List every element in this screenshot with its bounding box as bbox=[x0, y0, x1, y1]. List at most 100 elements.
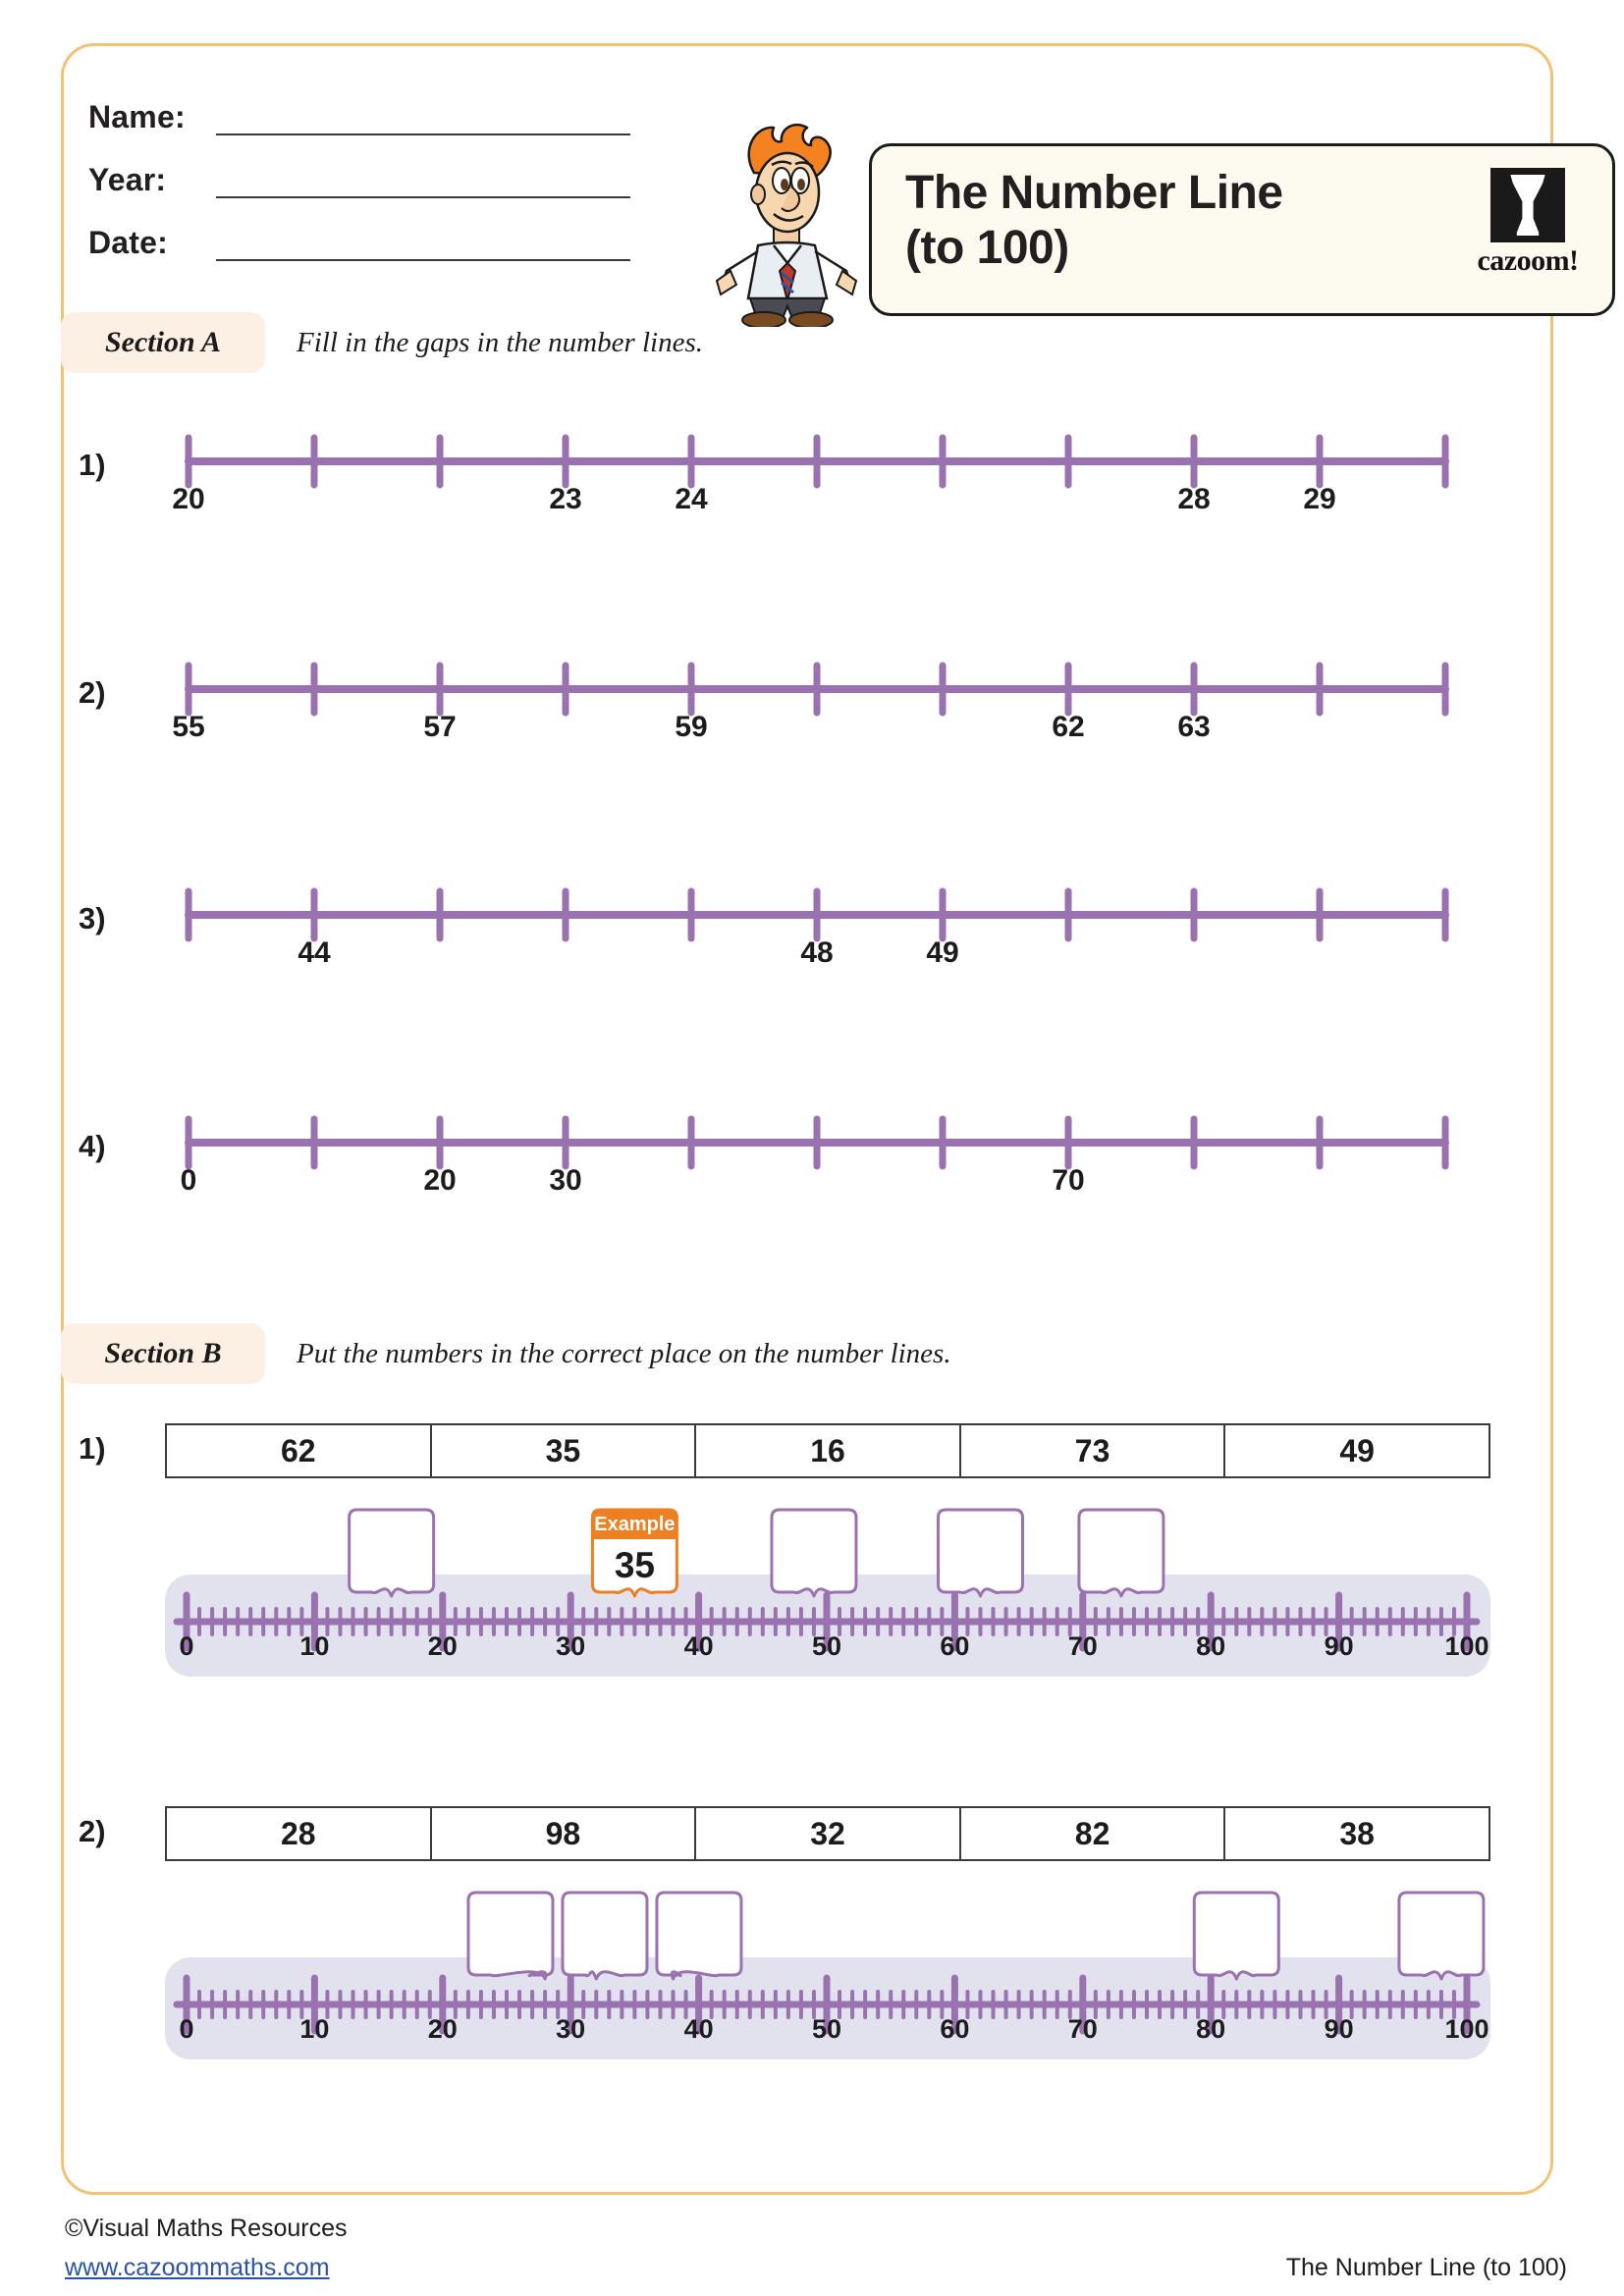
logo-square bbox=[1490, 168, 1565, 242]
section-a-instruction: Fill in the gaps in the number lines. bbox=[297, 327, 704, 358]
ruler-tick-labels: 0 10 20 30 40 50 60 70 80 90 100 bbox=[165, 1631, 1490, 1671]
answer-callout-box[interactable] bbox=[772, 1510, 856, 1592]
question-number: 2) bbox=[79, 1814, 106, 1848]
number-line-tick-label: 55 bbox=[172, 711, 205, 743]
page-title: The Number Line (to 100) bbox=[905, 167, 1283, 274]
example-value: 35 bbox=[614, 1545, 655, 1585]
number-line-graphic bbox=[169, 420, 1475, 528]
name-label: Name: bbox=[88, 99, 186, 134]
question-number: 1) bbox=[79, 448, 106, 482]
number-line-graphic bbox=[169, 874, 1475, 982]
number-bank-cell[interactable]: 82 bbox=[961, 1808, 1226, 1859]
ruler-tick-label: 10 bbox=[299, 2014, 330, 2044]
number-bank-cell[interactable]: 32 bbox=[696, 1808, 961, 1859]
ruler-tick-label: 30 bbox=[556, 2014, 586, 2044]
ruler-tick-label: 0 bbox=[179, 2014, 194, 2044]
number-line-labels: 0 20 30 70 bbox=[169, 1164, 1475, 1209]
answer-callout-box[interactable] bbox=[1194, 1893, 1278, 1975]
footer-copyright: ©Visual Maths Resources bbox=[65, 2215, 348, 2242]
answer-callout-box[interactable] bbox=[1399, 1893, 1484, 1975]
ruler-tick-label: 60 bbox=[940, 1631, 970, 1661]
ruler-tick-label: 70 bbox=[1067, 2014, 1098, 2044]
number-bank-cell[interactable]: 38 bbox=[1339, 1816, 1375, 1851]
answer-callout-box[interactable] bbox=[563, 1893, 647, 1975]
ruler-tick-label: 70 bbox=[1067, 1631, 1098, 1661]
number-bank-cell[interactable]: 62 bbox=[167, 1425, 432, 1476]
example-badge-label: Example bbox=[594, 1514, 676, 1535]
date-input-line[interactable] bbox=[216, 230, 630, 261]
number-line-question: 4) 0 20 30 70 bbox=[61, 1101, 1514, 1219]
page-border bbox=[61, 43, 1553, 2195]
year-field-row: Year: bbox=[88, 155, 638, 198]
ruler-tick-label: 40 bbox=[683, 1631, 714, 1661]
number-line-tick-label: 57 bbox=[423, 711, 457, 743]
section-a-pill: Section A bbox=[61, 312, 265, 373]
section-a-label: Section A bbox=[104, 326, 222, 358]
ruler-tick-label: 10 bbox=[299, 1631, 330, 1661]
number-line-labels: 55 57 59 62 63 bbox=[169, 711, 1475, 756]
ruler-tick-label: 80 bbox=[1196, 1631, 1226, 1661]
name-field-row: Name: bbox=[88, 92, 638, 135]
section-b-instruction: Put the numbers in the correct place on … bbox=[297, 1338, 951, 1369]
number-bank: 62 35 16 73 49 bbox=[165, 1423, 1490, 1478]
ruler-tick-label: 60 bbox=[940, 2014, 970, 2044]
question-number: 4) bbox=[79, 1129, 106, 1163]
section-b-pill: Section B bbox=[61, 1323, 265, 1384]
number-line-tick-label: 62 bbox=[1052, 711, 1085, 743]
ruler-tick-labels: 0 10 20 30 40 50 60 70 80 90 100 bbox=[165, 2014, 1490, 2054]
answer-callout-box[interactable] bbox=[657, 1893, 741, 1975]
date-field-row: Date: bbox=[88, 218, 638, 261]
ruler-tick-label: 80 bbox=[1196, 2014, 1226, 2044]
number-line-tick-label: 29 bbox=[1303, 483, 1336, 515]
number-line-tick-label: 20 bbox=[423, 1164, 457, 1197]
answer-callout-box[interactable] bbox=[1079, 1510, 1164, 1592]
number-line-question: 1) 20 23 24 28 29 bbox=[61, 420, 1514, 538]
number-bank-cell[interactable]: 16 bbox=[696, 1425, 961, 1476]
number-line-graphic bbox=[169, 648, 1475, 756]
ruler-tick-label: 100 bbox=[1444, 1631, 1489, 1661]
number-bank-cell[interactable]: 49 bbox=[1339, 1433, 1375, 1468]
logo-vase-shape bbox=[1510, 175, 1545, 236]
ruler-tick-label: 100 bbox=[1444, 2014, 1489, 2044]
number-line-tick-label: 44 bbox=[298, 936, 331, 969]
number-bank-cell[interactable]: 73 bbox=[961, 1425, 1226, 1476]
answer-callout-box[interactable] bbox=[350, 1510, 434, 1592]
mascot-character-icon bbox=[697, 116, 864, 329]
logo-wordmark: cazoom! bbox=[1477, 244, 1579, 277]
number-line-tick-label: 49 bbox=[926, 936, 959, 969]
number-line-tick-label: 30 bbox=[549, 1164, 582, 1197]
question-number: 3) bbox=[79, 901, 106, 935]
number-line-question: 2) 55 57 59 62 63 bbox=[61, 648, 1514, 766]
title-box: The Number Line (to 100) cazoom! bbox=[869, 143, 1615, 316]
section-a-header: Section A Fill in the gaps in the number… bbox=[61, 312, 1435, 373]
footer-worksheet-title: The Number Line (to 100) bbox=[1285, 2254, 1567, 2281]
number-line-labels: 44 48 49 bbox=[169, 936, 1475, 982]
number-bank-cell[interactable]: 98 bbox=[432, 1808, 697, 1859]
section-b-label: Section B bbox=[104, 1337, 222, 1369]
number-line-tick-label: 28 bbox=[1177, 483, 1211, 515]
student-info-fields: Name: Year: Date: bbox=[88, 92, 638, 281]
section-b-header: Section B Put the numbers in the correct… bbox=[61, 1323, 1435, 1384]
ruler-callouts: Example 35 bbox=[165, 1502, 1490, 1698]
number-line-tick-label: 70 bbox=[1052, 1164, 1085, 1197]
number-bank-cell[interactable]: 35 bbox=[432, 1425, 697, 1476]
page-footer: ©Visual Maths Resources www.cazoommaths.… bbox=[65, 2215, 1567, 2287]
year-label: Year: bbox=[88, 162, 167, 197]
number-line-tick-label: 63 bbox=[1177, 711, 1211, 743]
number-line-tick-label: 48 bbox=[800, 936, 834, 969]
number-line-labels: 20 23 24 28 29 bbox=[169, 483, 1475, 528]
footer-website-link[interactable]: www.cazoommaths.com bbox=[65, 2254, 330, 2281]
worksheet-header: Name: Year: Date: bbox=[88, 79, 1615, 329]
name-input-line[interactable] bbox=[216, 104, 630, 135]
number-bank: 28 98 32 82 38 bbox=[165, 1806, 1490, 1861]
ruler-tick-label: 40 bbox=[683, 2014, 714, 2044]
answer-callout-box[interactable] bbox=[938, 1510, 1022, 1592]
answer-callout-box[interactable] bbox=[468, 1893, 553, 1975]
year-input-line[interactable] bbox=[216, 167, 630, 198]
ruler-tick-label: 50 bbox=[811, 2014, 842, 2044]
number-line-ruler: 0 10 20 30 40 50 60 70 80 90 100 bbox=[165, 1885, 1490, 2081]
cazoom-logo-icon: cazoom! bbox=[1469, 168, 1587, 294]
number-bank-cell[interactable]: 28 bbox=[167, 1808, 432, 1859]
ruler-tick-label: 0 bbox=[179, 1631, 194, 1661]
